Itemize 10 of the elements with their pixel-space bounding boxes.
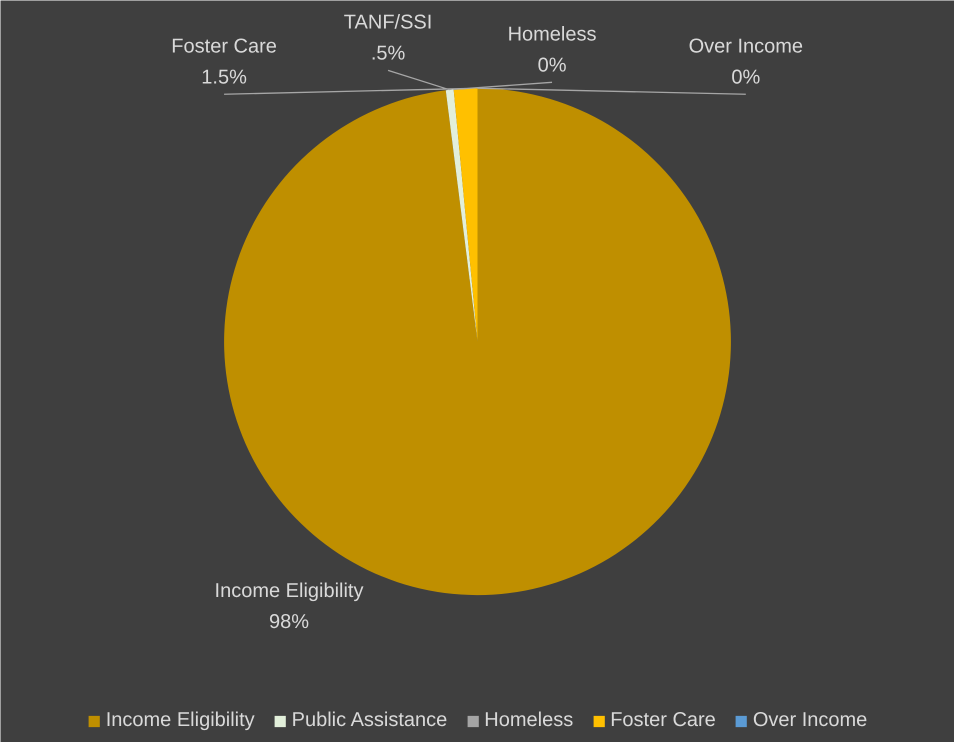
- legend-label: Over Income: [752, 709, 868, 732]
- legend-label: Homeless: [484, 709, 574, 732]
- data-label: Foster Care 1.5%: [171, 35, 277, 88]
- legend-label: Public Assistance: [292, 709, 448, 732]
- data-label: TANF/SSI .5%: [344, 12, 432, 64]
- text: Over Income 0%: [688, 35, 804, 88]
- legend-label: Income Eligibility: [106, 709, 255, 732]
- legend-label: Foster Care: [610, 709, 716, 732]
- data-label: Income Eligibility 98%: [214, 580, 364, 633]
- text: Homeless 0%: [508, 24, 596, 76]
